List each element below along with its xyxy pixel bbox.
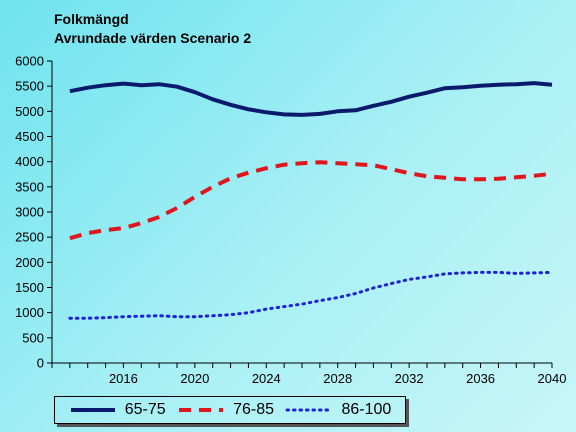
series-line-76-85 [69, 160, 553, 241]
x-tick-label: 2020 [180, 371, 209, 386]
legend-label: 86-100 [341, 401, 392, 418]
y-tick-label: 3000 [15, 205, 44, 220]
axes: 0 500 1000 1500 2000 2500 3000 3500 4000 4500 5000… [15, 54, 566, 387]
series-line-86-100 [68, 270, 554, 320]
y-tick-label: 0 [37, 356, 44, 371]
y-tick-label: 1000 [15, 305, 44, 320]
x-tick-label: 2024 [252, 371, 281, 386]
chart-title-block: Folkmängd Avrundade värden Scenario 2 [54, 10, 251, 48]
line-chart: 0 500 1000 1500 2000 2500 3000 3500 4000 4500 5000… [15, 54, 566, 387]
legend: 65-75 76-85 86-100 [54, 396, 406, 424]
y-tick-label: 4000 [15, 154, 44, 169]
y-tick-label: 4500 [15, 129, 44, 144]
chart-subtitle: Avrundade värden Scenario 2 [54, 30, 252, 46]
legend-item-76-85: 76-85 [177, 401, 274, 419]
y-tick-label: 5500 [15, 79, 44, 94]
x-tick-label: 2016 [109, 371, 138, 386]
legend-swatch [179, 408, 224, 412]
x-tick-label: 2036 [466, 371, 495, 386]
chart-title: Folkmängd [54, 11, 129, 27]
legend-swatch [70, 408, 115, 412]
x-tick-label: 2032 [395, 371, 424, 386]
x-tick-label: 2040 [538, 371, 567, 386]
legend-item-65-75: 65-75 [69, 401, 166, 419]
x-tick-label: 2028 [323, 371, 352, 386]
y-tick-label: 2500 [15, 230, 44, 245]
y-tick-label: 1500 [15, 280, 44, 295]
legend-swatch [285, 408, 333, 412]
y-tick-label: 5000 [15, 104, 44, 119]
y-tick-label: 3500 [15, 179, 44, 194]
legend-item-86-100: 86-100 [285, 401, 391, 419]
series-layer [68, 81, 554, 320]
legend-label: 76-85 [233, 401, 274, 418]
y-tick-label: 2000 [15, 255, 44, 270]
series-line-65-75 [69, 81, 553, 117]
y-tick-label: 500 [22, 330, 44, 345]
legend-label: 65-75 [124, 401, 166, 418]
y-tick-label: 6000 [15, 54, 44, 69]
